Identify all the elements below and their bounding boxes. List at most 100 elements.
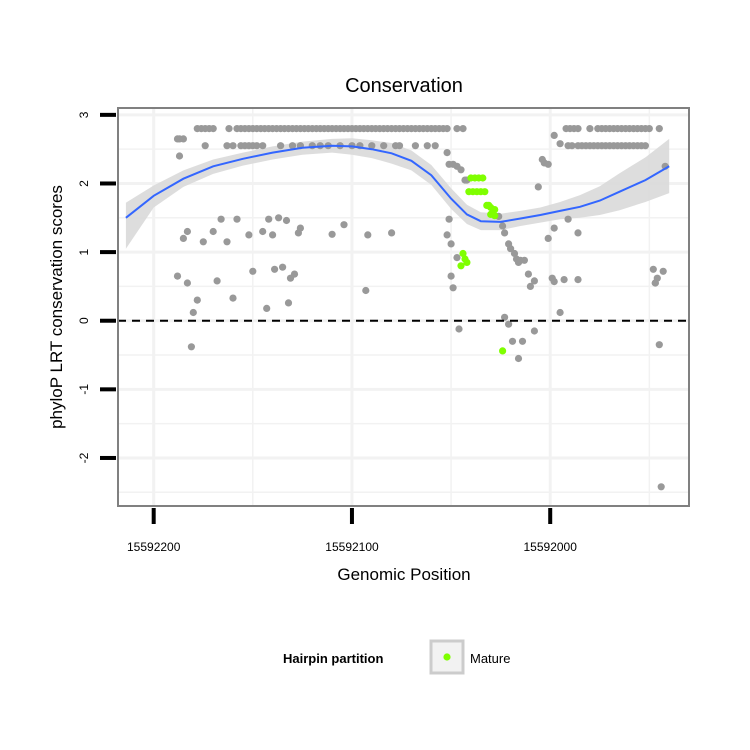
data-point [556, 140, 564, 148]
data-point [288, 142, 297, 150]
legend-title: Hairpin partition [283, 651, 383, 666]
data-point [459, 125, 467, 133]
x-tick-label: 15592200 [127, 540, 181, 554]
y-axis-label: phyloP LRT conservation scores [47, 185, 66, 429]
data-point [364, 231, 372, 239]
data-point [269, 231, 277, 239]
data-point [501, 313, 509, 321]
data-point [179, 234, 187, 242]
data-point [263, 304, 271, 312]
y-tick-label: 2 [77, 180, 91, 187]
data-point [524, 270, 533, 278]
data-point [550, 278, 558, 286]
data-point [340, 221, 348, 229]
data-point [388, 229, 396, 237]
data-point [645, 125, 653, 133]
data-point [411, 142, 419, 150]
data-point [201, 142, 209, 150]
data-point [443, 125, 451, 133]
data-point [520, 256, 529, 264]
data-point [259, 142, 267, 150]
data-point [550, 224, 558, 232]
data-point-mature [491, 206, 499, 214]
data-point [564, 215, 572, 223]
data-point [574, 125, 582, 133]
data-point [277, 142, 285, 150]
data-point [526, 282, 535, 290]
x-tick-label: 15592000 [524, 540, 578, 554]
data-point [249, 267, 257, 275]
panel-background [118, 108, 689, 506]
data-point [253, 142, 261, 150]
data-point [213, 277, 221, 285]
data-point [179, 135, 187, 143]
data-point [508, 337, 517, 345]
legend-key-mature-point [443, 653, 451, 661]
smooth-line [125, 144, 670, 223]
data-point-mature [463, 258, 471, 266]
data-point [175, 152, 184, 160]
data-point [443, 149, 451, 157]
data-point [259, 227, 267, 236]
data-point [209, 227, 217, 236]
data-point [530, 277, 539, 285]
data-point [290, 270, 299, 278]
data-point [431, 142, 439, 150]
data-point [233, 215, 241, 223]
data-point [173, 272, 182, 280]
x-axis-label: Genomic Position [337, 565, 470, 584]
y-tick-label: -1 [77, 384, 91, 395]
y-tick-label: 0 [77, 317, 91, 324]
data-point-mature [499, 347, 507, 355]
data-point [574, 229, 582, 237]
panel-border [117, 107, 690, 507]
data-point [443, 231, 451, 239]
data-point [544, 234, 552, 242]
data-point [183, 279, 191, 287]
data-point [560, 276, 568, 284]
legend-label-mature: Mature [470, 651, 510, 666]
data-point [556, 308, 564, 317]
data-point [655, 125, 663, 133]
data-point [275, 214, 283, 222]
axes: 3 2 1 0 -1 -2 15592200 15592100 15592000 [77, 111, 577, 554]
data-point [447, 272, 455, 280]
plot-panel [117, 107, 690, 507]
data-point-mature [479, 174, 487, 182]
data-point [229, 142, 237, 150]
data-point [265, 215, 273, 223]
data-point [282, 216, 291, 225]
data-point [455, 325, 463, 333]
data-point [655, 341, 663, 349]
data-point [209, 125, 217, 133]
data-point-mature [459, 249, 467, 258]
data-point [641, 142, 650, 150]
data-point [453, 254, 461, 262]
data-point [453, 125, 461, 133]
data-point [395, 142, 404, 150]
data-point [649, 265, 657, 273]
data-point [328, 230, 336, 238]
y-tick-label: 1 [77, 248, 91, 255]
data-point-mature [491, 212, 499, 220]
y-tick-label: 3 [77, 111, 91, 118]
data-point [187, 343, 195, 351]
smooth-curve [125, 144, 670, 223]
data-point [544, 160, 552, 168]
data-point-mature [457, 262, 465, 270]
data-point [534, 183, 542, 191]
x-tick-label: 15592100 [325, 540, 379, 554]
data-point [651, 279, 659, 287]
data-point [586, 125, 594, 133]
data-point [505, 320, 513, 328]
data-point [245, 231, 253, 239]
data-point [449, 284, 457, 292]
data-point [518, 337, 527, 345]
data-point [510, 249, 519, 258]
data-point [550, 131, 558, 139]
data-point [574, 276, 582, 284]
data-point [189, 308, 197, 317]
data-point [296, 224, 304, 232]
y-tick-label: -2 [77, 452, 91, 463]
data-point [501, 229, 509, 237]
